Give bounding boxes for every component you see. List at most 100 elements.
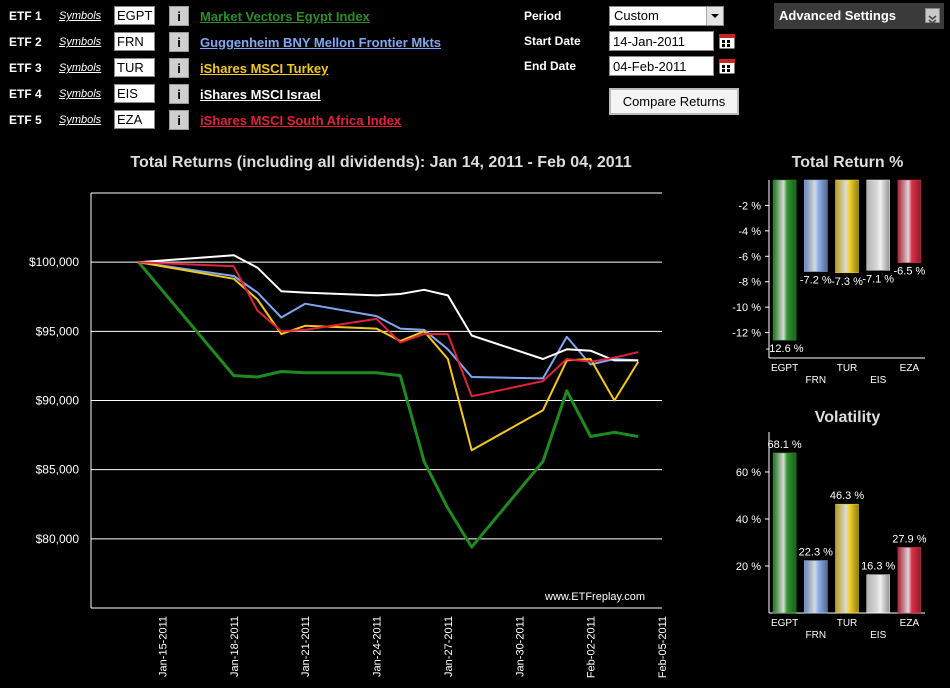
etf-label: ETF 2 <box>9 35 42 49</box>
compare-returns-button[interactable]: Compare Returns <box>609 88 739 115</box>
category-label: FRN <box>806 375 827 386</box>
category-label: TUR <box>837 618 858 629</box>
y-tick-label: -12 % <box>732 328 761 340</box>
y-tick-label: $85,000 <box>36 463 80 477</box>
x-tick-label: Jan-21-2011 <box>300 616 312 677</box>
y-tick-label: -4 % <box>738 226 761 238</box>
y-tick-label: -10 % <box>732 302 761 314</box>
x-tick-label: Feb-02-2011 <box>586 616 598 678</box>
bar <box>835 179 859 274</box>
series-line <box>138 254 639 362</box>
chevron-down-icon[interactable] <box>925 8 940 24</box>
bar <box>897 179 922 263</box>
symbol-input[interactable] <box>114 32 155 51</box>
series-line <box>138 261 640 452</box>
total-return-bar-chart: -2 % -4 % -6 % -8 % -10 % -12 % -12.6 % EGPT -7.… <box>732 179 926 386</box>
etf-name-link[interactable]: Guggenheim BNY Mellon Frontier Mkts <box>200 35 442 50</box>
bar <box>866 179 890 271</box>
symbol-input[interactable] <box>114 110 155 129</box>
info-button[interactable]: i <box>169 6 189 26</box>
end-date-input[interactable] <box>609 56 714 76</box>
volatility-bar-chart: 20 % 40 % 60 % 68.1 % EGPT 22.3 % FRN 46.3 % TUR… <box>736 432 927 641</box>
series-line <box>138 261 639 380</box>
bar <box>897 547 922 614</box>
symbols-link[interactable]: Symbols <box>59 62 102 74</box>
category-label: EIS <box>870 375 886 386</box>
series-line <box>138 261 639 398</box>
symbol-input[interactable] <box>114 84 155 103</box>
bar-value-label: 16.3 % <box>861 561 895 573</box>
etf-name-link[interactable]: iShares MSCI Israel <box>200 87 321 102</box>
y-tick-label: $100,000 <box>29 255 79 269</box>
total-returns-line-chart: $80,000 $85,000 $90,000 $95,000 $100,000 Jan-… <box>29 192 669 678</box>
bar-value-label: -12.6 % <box>766 343 804 355</box>
etf-label: ETF 4 <box>9 87 42 101</box>
etf-label: ETF 1 <box>9 9 42 23</box>
watermark: www.ETFreplay.com <box>545 591 646 603</box>
category-label: FRN <box>806 630 827 641</box>
category-label: EIS <box>870 630 886 641</box>
category-label: TUR <box>837 363 858 374</box>
main-chart-title: Total Returns (including all dividends):… <box>130 154 632 171</box>
category-label: EZA <box>900 618 920 629</box>
bar-value-label: -6.5 % <box>894 266 926 278</box>
bar-value-label: -7.3 % <box>831 276 863 288</box>
y-tick-label: -2 % <box>738 200 761 212</box>
etf-name-link[interactable]: Market Vectors Egypt Index <box>200 9 370 24</box>
bar-value-label: 46.3 % <box>830 490 864 502</box>
y-tick-label: $90,000 <box>36 394 80 408</box>
y-tick-label: $95,000 <box>36 324 80 338</box>
x-tick-label: Jan-24-2011 <box>372 616 384 677</box>
symbol-input[interactable] <box>114 6 155 25</box>
bar <box>804 560 828 614</box>
symbols-link[interactable]: Symbols <box>59 10 102 22</box>
advanced-settings-toggle[interactable]: Advanced Settings <box>774 3 944 29</box>
bar-value-label: 27.9 % <box>892 533 926 545</box>
bar-value-label: -7.2 % <box>800 275 832 287</box>
bar <box>835 503 859 614</box>
bar <box>804 179 828 272</box>
info-button[interactable]: i <box>169 32 189 52</box>
end-date-label: End Date <box>524 59 577 73</box>
chevron-down-icon[interactable] <box>706 7 723 25</box>
symbols-link[interactable]: Symbols <box>59 36 102 48</box>
info-button[interactable]: i <box>169 84 189 104</box>
symbols-link[interactable]: Symbols <box>59 88 102 100</box>
etf-label: ETF 5 <box>9 113 42 127</box>
category-label: EGPT <box>771 618 798 629</box>
bar-value-label: 22.3 % <box>799 547 833 559</box>
y-tick-label: $80,000 <box>36 532 80 546</box>
x-tick-label: Jan-15-2011 <box>157 616 169 677</box>
info-button[interactable]: i <box>169 58 189 78</box>
period-label: Period <box>524 9 562 23</box>
etf-name-link[interactable]: iShares MSCI South Africa Index <box>200 113 402 128</box>
calendar-icon[interactable] <box>718 57 736 75</box>
total-return-chart-title: Total Return % <box>791 154 904 171</box>
bar <box>866 574 890 614</box>
bar <box>772 452 797 614</box>
volatility-chart-title: Volatility <box>814 409 881 426</box>
y-tick-label: -8 % <box>738 277 761 289</box>
y-tick-label: 20 % <box>736 561 761 573</box>
category-label: EZA <box>900 363 920 374</box>
calendar-icon[interactable] <box>718 32 736 50</box>
x-tick-label: Jan-30-2011 <box>514 616 526 677</box>
advanced-settings-label: Advanced Settings <box>779 8 897 23</box>
x-tick-label: Jan-18-2011 <box>229 616 241 677</box>
x-tick-label: Feb-05-2011 <box>657 616 669 678</box>
period-value: Custom <box>614 8 659 23</box>
etf-name-link[interactable]: iShares MSCI Turkey <box>200 61 329 76</box>
symbols-link[interactable]: Symbols <box>59 114 102 126</box>
y-tick-label: 60 % <box>736 467 761 479</box>
bar <box>772 179 797 341</box>
category-label: EGPT <box>771 363 798 374</box>
period-select[interactable]: Custom <box>609 6 724 26</box>
etf-label: ETF 3 <box>9 61 42 75</box>
symbol-input[interactable] <box>114 58 155 77</box>
y-tick-label: -6 % <box>738 251 761 263</box>
y-tick-label: 40 % <box>736 514 761 526</box>
start-date-input[interactable] <box>609 31 714 51</box>
series-line <box>137 261 639 549</box>
info-button[interactable]: i <box>169 110 189 130</box>
bar-value-label: -7.1 % <box>862 273 894 285</box>
